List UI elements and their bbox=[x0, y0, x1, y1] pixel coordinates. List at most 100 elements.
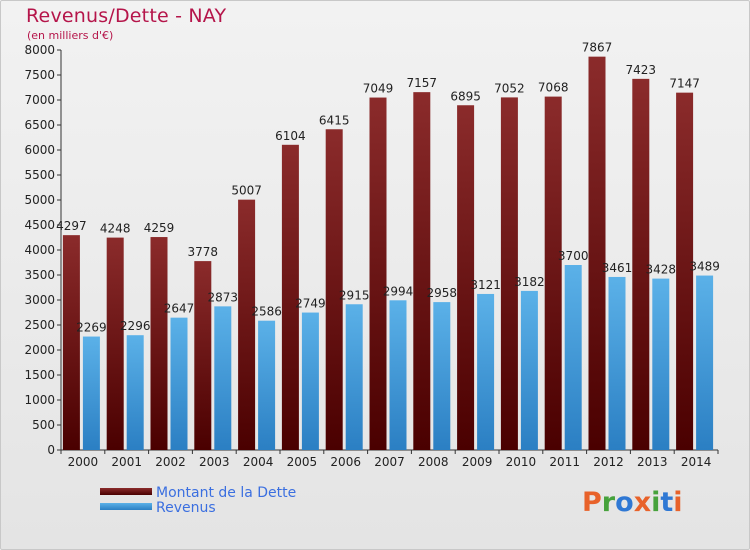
bar-dette bbox=[194, 261, 212, 450]
logo-letter: r bbox=[601, 487, 616, 518]
bar-revenus bbox=[345, 304, 363, 450]
data-label-dette: 4259 bbox=[144, 221, 175, 235]
chart-title: Revenus/Dette - NAY bbox=[26, 5, 227, 27]
bars bbox=[62, 56, 714, 451]
data-label-dette: 4248 bbox=[100, 222, 131, 236]
data-label-dette: 6895 bbox=[450, 89, 481, 103]
bar-revenus bbox=[389, 300, 407, 450]
bar-dette bbox=[500, 97, 518, 451]
y-tick-label: 1000 bbox=[24, 393, 55, 407]
x-tick-label: 2009 bbox=[462, 455, 493, 469]
data-label-dette: 4297 bbox=[56, 219, 87, 233]
y-tick-label: 2500 bbox=[24, 318, 55, 332]
x-tick-label: 2001 bbox=[111, 455, 142, 469]
bar-dette bbox=[457, 105, 475, 450]
logo-letter: i bbox=[651, 487, 661, 518]
data-label-revenus: 3700 bbox=[558, 249, 589, 263]
legend-label-dette: Montant de la Dette bbox=[156, 485, 297, 501]
data-label-dette: 7068 bbox=[538, 81, 569, 95]
data-label-revenus: 3182 bbox=[514, 275, 545, 289]
bar-revenus bbox=[696, 275, 714, 450]
x-tick-label: 2004 bbox=[243, 455, 274, 469]
data-label-revenus: 2296 bbox=[120, 319, 151, 333]
x-tick-label: 2003 bbox=[199, 455, 230, 469]
x-tick-label: 2008 bbox=[418, 455, 449, 469]
x-tick-label: 2013 bbox=[637, 455, 668, 469]
proxiti-logo: Proxiti bbox=[582, 487, 683, 518]
y-tick-label: 500 bbox=[32, 418, 55, 432]
data-label-revenus: 2647 bbox=[164, 302, 195, 316]
data-label-dette: 7157 bbox=[407, 76, 438, 90]
data-label-revenus: 2586 bbox=[251, 305, 282, 319]
y-tick-label: 4000 bbox=[24, 243, 55, 257]
y-tick-label: 7000 bbox=[24, 93, 55, 107]
x-tick-label: 2007 bbox=[374, 455, 405, 469]
logo-letter: o bbox=[615, 487, 634, 518]
data-label-dette: 3778 bbox=[188, 245, 219, 259]
y-tick-label: 3500 bbox=[24, 268, 55, 282]
x-tick-label: 2011 bbox=[549, 455, 580, 469]
bar-dette bbox=[544, 96, 562, 450]
x-tick-label: 2010 bbox=[506, 455, 537, 469]
bar-dette bbox=[238, 199, 256, 450]
logo-letter: t bbox=[660, 487, 674, 518]
bar-dette bbox=[676, 92, 694, 451]
bar-revenus bbox=[170, 317, 188, 450]
y-tick-label: 0 bbox=[47, 443, 55, 457]
bar-revenus bbox=[214, 306, 232, 450]
data-label-revenus: 3121 bbox=[470, 278, 501, 292]
data-label-revenus: 3428 bbox=[646, 263, 677, 277]
x-tick-label: 2006 bbox=[330, 455, 361, 469]
logo-letter: x bbox=[633, 487, 652, 518]
logo-letter: i bbox=[673, 487, 683, 518]
bar-dette bbox=[150, 237, 168, 450]
bar-dette bbox=[588, 56, 606, 451]
chart-subtitle: (en milliers d'€) bbox=[27, 29, 114, 42]
data-label-dette: 7049 bbox=[363, 82, 394, 96]
bar-dette bbox=[413, 92, 431, 451]
axes: 0 500 1000 1500 2000 2500 3000 3500 4000 4500 5000… bbox=[24, 43, 719, 469]
data-label-revenus: 2915 bbox=[339, 288, 370, 302]
bar-dette bbox=[632, 78, 650, 450]
y-tick-label: 6000 bbox=[24, 143, 55, 157]
bar-revenus bbox=[608, 276, 626, 450]
data-label-dette: 7423 bbox=[626, 63, 657, 77]
bar-dette bbox=[281, 144, 299, 451]
y-tick-label: 7500 bbox=[24, 68, 55, 82]
bar-revenus bbox=[520, 290, 538, 450]
logo-letter: P bbox=[582, 487, 602, 518]
bar-revenus bbox=[126, 335, 144, 450]
data-labels: 4297 2269 4248 2296 4259 2647 3778 2873 5007 2586… bbox=[56, 41, 720, 335]
legend-swatch-revenus bbox=[100, 503, 152, 510]
bar-revenus bbox=[652, 278, 670, 450]
x-tick-label: 2005 bbox=[287, 455, 318, 469]
y-tick-label: 6500 bbox=[24, 118, 55, 132]
bar-revenus bbox=[301, 312, 319, 450]
x-tick-label: 2012 bbox=[593, 455, 624, 469]
y-tick-label: 3000 bbox=[24, 293, 55, 307]
legend-swatch-dette bbox=[100, 488, 152, 495]
bar-revenus bbox=[82, 336, 100, 450]
data-label-dette: 7052 bbox=[494, 81, 525, 95]
data-label-revenus: 2873 bbox=[208, 290, 239, 304]
y-tick-label: 5500 bbox=[24, 168, 55, 182]
data-label-revenus: 2749 bbox=[295, 297, 326, 311]
bar-dette bbox=[106, 237, 124, 450]
data-label-revenus: 3461 bbox=[602, 261, 633, 275]
y-tick-label: 5000 bbox=[24, 193, 55, 207]
data-label-revenus: 2958 bbox=[427, 286, 458, 300]
bar-revenus bbox=[433, 302, 451, 450]
data-label-revenus: 2994 bbox=[383, 284, 414, 298]
data-label-dette: 6104 bbox=[275, 129, 306, 143]
bar-revenus bbox=[477, 293, 495, 450]
y-tick-label: 1500 bbox=[24, 368, 55, 382]
data-label-revenus: 2269 bbox=[76, 321, 107, 335]
legend-label-revenus: Revenus bbox=[156, 500, 216, 516]
bar-dette bbox=[325, 129, 343, 450]
x-tick-label: 2002 bbox=[155, 455, 186, 469]
data-label-dette: 6415 bbox=[319, 113, 350, 127]
bar-revenus bbox=[564, 265, 582, 450]
data-label-dette: 7867 bbox=[582, 41, 613, 55]
data-label-revenus: 3489 bbox=[689, 260, 720, 274]
